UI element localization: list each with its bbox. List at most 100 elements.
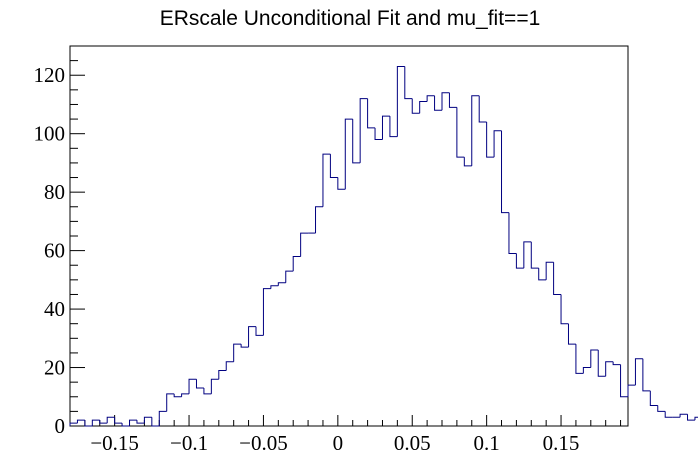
histogram-bin (315, 206, 323, 234)
histogram-bin (404, 66, 413, 100)
histogram-bin (69, 422, 78, 426)
histogram-bin (419, 101, 428, 114)
histogram-bin (523, 241, 532, 269)
histogram-bin (99, 420, 108, 424)
histogram-bin (381, 115, 390, 140)
histogram-bin (248, 326, 256, 348)
histogram-bin (84, 420, 93, 427)
histogram-bin (352, 119, 361, 164)
histogram-bin (262, 288, 271, 336)
histogram-bin (501, 130, 509, 214)
x-tick-label: 0.15 (543, 431, 580, 455)
histogram-bin (337, 177, 346, 190)
histogram-bin (448, 92, 457, 108)
axis-ticks (69, 45, 622, 427)
histogram-bin (129, 419, 137, 426)
y-tick-label: 100 (34, 122, 66, 146)
histogram-bin (634, 358, 643, 386)
histogram-bin (575, 344, 584, 374)
histogram-bin (545, 261, 554, 280)
histogram-bin (389, 116, 398, 138)
histogram-bin (374, 127, 383, 141)
histogram-bin (143, 416, 152, 424)
histogram-bin (322, 153, 331, 207)
histogram-bin (329, 154, 338, 179)
histogram-bin (456, 107, 465, 158)
histogram-bin (344, 118, 353, 190)
histogram-bin (478, 95, 487, 123)
histogram-bin (538, 268, 547, 281)
histogram-series (69, 65, 698, 427)
histogram-bin (233, 343, 242, 362)
histogram-bin (225, 361, 234, 371)
histogram-bin (195, 379, 204, 389)
y-tick-label: 20 (44, 356, 65, 380)
histogram-bin (493, 130, 502, 158)
histogram-bin (515, 253, 524, 269)
histogram-bin (285, 270, 294, 283)
y-tick-label: 80 (44, 180, 65, 204)
histogram-bin (694, 416, 698, 421)
histogram-bin (396, 65, 405, 137)
histogram-bin (426, 95, 435, 102)
histogram-bin (188, 378, 197, 394)
x-tick-label: 0.05 (394, 431, 431, 455)
histogram-bin (553, 262, 562, 295)
histogram-bin (560, 294, 569, 325)
histogram-bin (642, 358, 651, 392)
histogram-bin (367, 98, 376, 129)
histogram-bin (567, 323, 576, 345)
histogram-bin (486, 122, 495, 158)
histogram-bin (687, 414, 695, 421)
histogram-bin (612, 361, 621, 366)
histogram-bin (240, 344, 249, 348)
x-tick-label: −0.1 (170, 431, 208, 455)
histogram-bin (508, 212, 517, 255)
histogram-bin (679, 413, 688, 418)
histogram-bin (597, 350, 606, 377)
chart-title: ERscale Unconditional Fit and mu_fit==1 (160, 7, 541, 30)
histogram-bin (181, 393, 190, 397)
histogram-bin (300, 232, 309, 257)
histogram-bin (582, 367, 591, 374)
histogram-bin (471, 95, 480, 166)
histogram-bin (664, 411, 673, 418)
axis-tick-labels: −0.15 −0.1 −0.05 0 0.05 0.1 0.15 0 20 40 60 80 100 12… (34, 63, 580, 455)
y-tick-label: 120 (34, 63, 66, 87)
histogram-bin (210, 378, 219, 394)
histogram-bin (106, 416, 115, 424)
histogram-bin (620, 364, 628, 398)
plot-frame (69, 45, 629, 427)
histogram-bin (151, 417, 160, 427)
histogram-bin (76, 419, 85, 424)
histogram-bin (359, 98, 368, 163)
histogram-bin (173, 393, 182, 398)
histogram-bin (292, 255, 301, 272)
histogram-bin (255, 326, 264, 336)
histogram-bin (277, 282, 286, 286)
histogram-bin (590, 349, 599, 368)
y-tick-label: 40 (44, 297, 65, 321)
histogram-bin (218, 369, 227, 380)
histogram-bin (441, 92, 450, 111)
histogram-bin (91, 419, 100, 426)
histogram-bin (114, 417, 123, 424)
histogram-bin (411, 98, 420, 114)
y-tick-label: 0 (55, 414, 66, 438)
histogram-bin (270, 285, 279, 289)
x-tick-label: −0.15 (90, 431, 139, 455)
histogram-bin (605, 361, 614, 377)
histogram-bin (158, 410, 167, 426)
histogram-bin (649, 390, 658, 407)
histogram-bin (657, 405, 666, 412)
histogram-bin (434, 95, 442, 111)
histogram-bin (136, 420, 145, 424)
histogram-bin (463, 157, 472, 167)
histogram-bin (203, 388, 212, 395)
y-tick-label: 60 (44, 239, 65, 263)
histogram-bin (121, 423, 130, 427)
histogram-bin (530, 241, 539, 269)
x-tick-label: 0 (333, 431, 344, 455)
x-tick-label: −0.05 (239, 431, 288, 455)
x-tick-label: 0.1 (474, 431, 500, 455)
